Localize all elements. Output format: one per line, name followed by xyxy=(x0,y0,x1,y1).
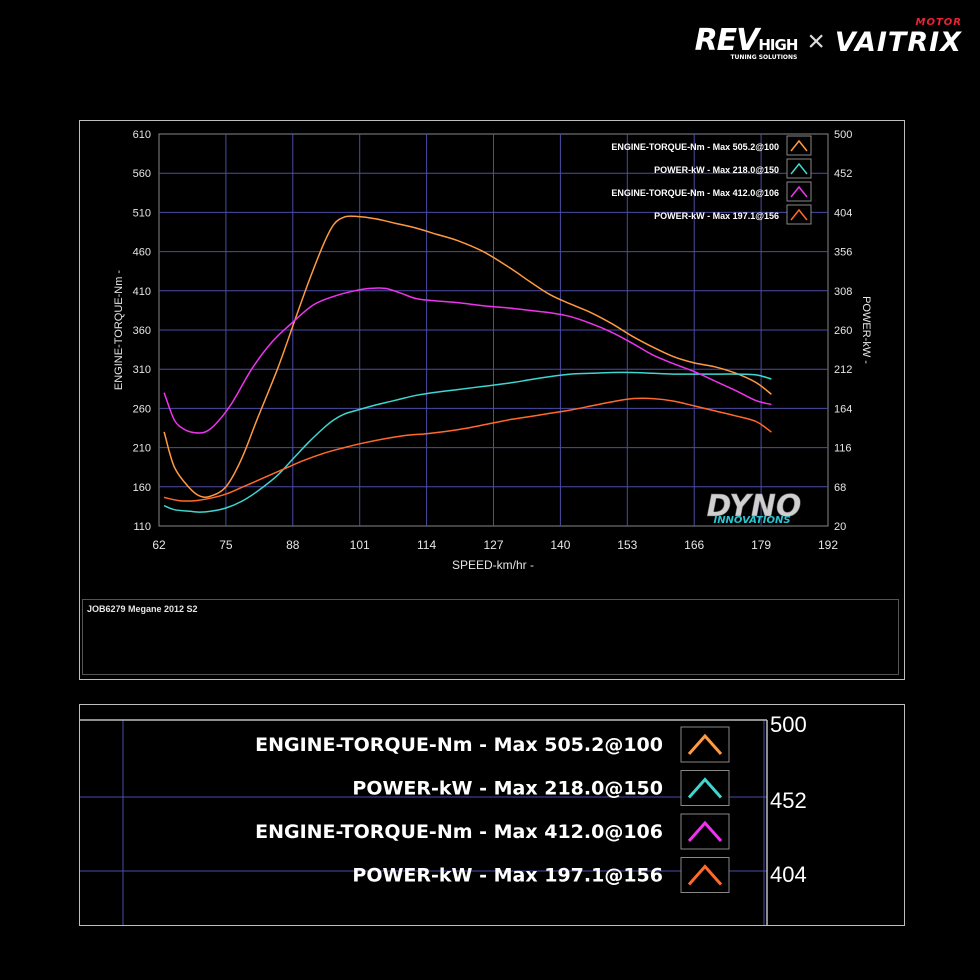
y2-tick-label: 260 xyxy=(834,325,852,337)
y-tick-label: 610 xyxy=(133,129,151,141)
legend-entry: POWER-kW - Max 218.0@150 xyxy=(654,165,779,175)
dyno-chart: 62 75 88 101 114 127 140 153 166 179 192 110 160 210… xyxy=(113,129,872,572)
brand-header: REVHIGH TUNING SOLUTIONS × MOTOR VAITRIX xyxy=(694,16,962,62)
zoom-axis-label: 500 xyxy=(770,712,807,737)
legend-swatch xyxy=(790,139,808,152)
series-lines xyxy=(163,215,772,513)
x-tick-label: 192 xyxy=(818,538,838,552)
y2-axis-label: POWER-kW - xyxy=(860,296,872,364)
brand-separator: × xyxy=(807,25,825,58)
y-tick-label: 410 xyxy=(133,286,151,298)
x-tick-label: 88 xyxy=(286,538,300,552)
series-line-3 xyxy=(163,287,772,434)
legend-swatch-box xyxy=(786,158,812,179)
x-tick-label: 127 xyxy=(483,538,503,552)
legend-swatch xyxy=(790,162,808,175)
dyno-innovations-watermark: DYNO INNOVATIONS xyxy=(706,489,802,526)
zoom-legend-swatch-box xyxy=(680,770,730,806)
zoom-legend-entry: POWER-kW - Max 197.1@156 xyxy=(352,865,663,887)
chart-legend: ENGINE-TORQUE-Nm - Max 505.2@100 POWER-kW… xyxy=(611,135,812,225)
series-line-4 xyxy=(163,397,772,502)
y-tick-label: 510 xyxy=(133,207,151,219)
legend-swatch-box xyxy=(786,204,812,225)
zoomed-legend-panel: ENGINE-TORQUE-Nm - Max 505.2@100 POWER-kW… xyxy=(79,704,905,926)
zoomed-legend: ENGINE-TORQUE-Nm - Max 505.2@100 POWER-kW… xyxy=(80,712,807,925)
y2-tick-label: 20 xyxy=(834,521,846,533)
x-tick-label: 101 xyxy=(350,538,370,552)
job-label: JOB6279 Megane 2012 S2 xyxy=(87,604,198,614)
y2-tick-label: 68 xyxy=(834,482,846,494)
svg-text:INNOVATIONS: INNOVATIONS xyxy=(713,515,790,526)
legend-entry: ENGINE-TORQUE-Nm - Max 505.2@100 xyxy=(611,142,779,152)
zoom-legend-swatch-box xyxy=(680,813,730,850)
legend-swatch-box xyxy=(786,135,812,156)
y-tick-label: 260 xyxy=(133,403,151,415)
y2-tick-label: 308 xyxy=(834,286,852,298)
y2-tick-label: 164 xyxy=(834,403,852,415)
x-tick-label: 114 xyxy=(417,538,436,552)
zoom-legend-swatch-box xyxy=(680,857,730,893)
revhigh-logo: REVHIGH TUNING SOLUTIONS xyxy=(694,23,799,61)
zoom-axis-label: 452 xyxy=(770,788,807,813)
y-tick-labels: 110 160 210 260 310 360 410 460 510 560 610 xyxy=(133,129,151,533)
y-tick-label: 110 xyxy=(133,521,151,533)
zoom-legend-entry: POWER-kW - Max 218.0@150 xyxy=(352,778,663,800)
y2-tick-label: 404 xyxy=(834,207,852,219)
y-tick-label: 310 xyxy=(133,364,151,376)
y-tick-label: 460 xyxy=(133,247,151,259)
x-tick-labels: 62 75 88 101 114 127 140 153 166 179 192 xyxy=(152,538,838,552)
x-axis-label: SPEED-km/hr - xyxy=(452,558,534,572)
series-line-1 xyxy=(163,215,772,499)
y2-tick-labels: 20 68 116 164 212 260 308 356 404 452 500 xyxy=(834,129,852,533)
vaitrix-logo: MOTOR VAITRIX xyxy=(834,16,962,58)
y2-tick-label: 452 xyxy=(834,168,852,180)
svg-text:DYNO: DYNO xyxy=(707,489,802,524)
grid-lines xyxy=(159,134,828,526)
y-tick-label: 360 xyxy=(133,325,151,337)
y2-tick-label: 356 xyxy=(834,247,852,259)
zoom-axis-label: 404 xyxy=(770,862,807,887)
legend-entry: POWER-kW - Max 197.1@156 xyxy=(654,211,779,221)
y-tick-label: 560 xyxy=(133,168,151,180)
zoom-legend-swatch xyxy=(687,777,723,799)
zoom-legend-entry: ENGINE-TORQUE-Nm - Max 412.0@106 xyxy=(255,821,663,843)
legend-entry: ENGINE-TORQUE-Nm - Max 412.0@106 xyxy=(611,188,779,198)
y2-tick-label: 116 xyxy=(834,443,852,455)
y-axis-label: ENGINE-TORQUE-Nm - xyxy=(113,270,125,391)
x-tick-label: 62 xyxy=(152,538,166,552)
legend-swatch xyxy=(790,185,808,198)
zoom-legend-swatch xyxy=(687,733,723,755)
zoom-legend-swatch xyxy=(687,864,723,886)
zoom-legend-swatch xyxy=(687,820,723,842)
x-tick-label: 140 xyxy=(550,538,570,552)
x-tick-label: 179 xyxy=(751,538,771,552)
legend-swatch xyxy=(790,208,808,221)
y2-tick-label: 212 xyxy=(834,364,852,376)
legend-swatch-box xyxy=(786,181,812,202)
zoom-legend-entry: ENGINE-TORQUE-Nm - Max 505.2@100 xyxy=(255,734,663,756)
motor-label: MOTOR xyxy=(915,16,962,28)
dyno-chart-panel xyxy=(79,120,905,680)
y-tick-label: 160 xyxy=(133,482,151,494)
x-tick-label: 153 xyxy=(617,538,637,552)
x-tick-label: 75 xyxy=(219,538,233,552)
y-tick-label: 210 xyxy=(133,443,151,455)
y2-tick-label: 500 xyxy=(834,129,852,141)
job-notes-box: JOB6279 Megane 2012 S2 xyxy=(82,599,899,675)
series-line-2 xyxy=(163,371,772,513)
x-tick-label: 166 xyxy=(684,538,704,552)
zoom-legend-swatch-box xyxy=(680,726,730,763)
